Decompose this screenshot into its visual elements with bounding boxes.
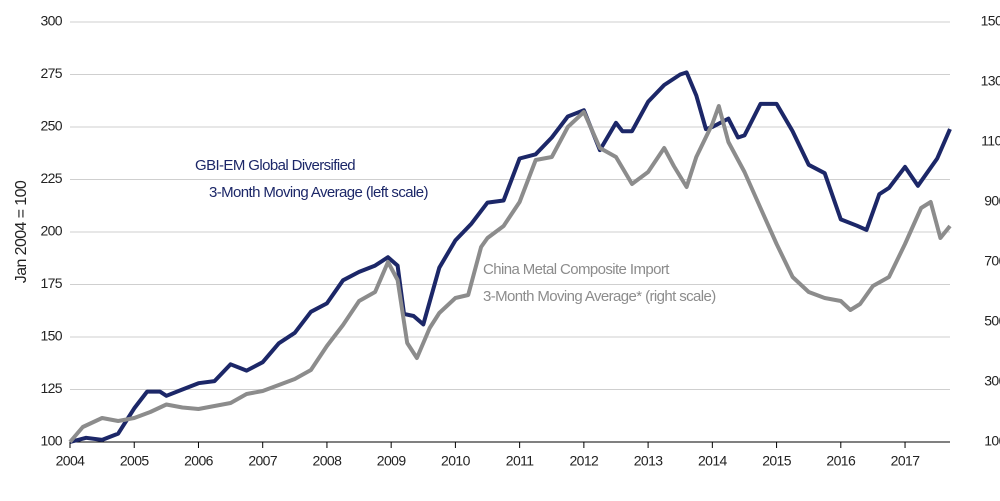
x-tick-label: 2014 [698,453,728,469]
y2-tick-label: 1100 [981,133,1000,149]
y2-tick-label: 900 [984,193,1000,209]
y-tick-label: 175 [40,275,62,291]
y-tick-label: 125 [40,380,62,396]
x-tick-label: 2005 [120,453,150,469]
y-tick-label: 150 [40,328,62,344]
x-tick-label: 2007 [248,453,278,469]
x-tick-label: 2017 [891,453,921,469]
y-tick-label: 200 [40,223,62,239]
y-tick-label: 250 [40,118,62,134]
x-tick-label: 2006 [184,453,214,469]
y2-tick-label: 500 [984,313,1000,329]
x-tick-label: 2009 [377,453,407,469]
y-tick-label: 225 [40,170,62,186]
x-tick-label: 2011 [506,453,535,469]
series-label: China Metal Composite Import [483,261,670,278]
y2-tick-label: 300 [984,373,1000,389]
y-tick-label: 300 [40,13,62,29]
y-tick-label: 100 [40,433,62,449]
series-label: GBI-EM Global Diversified [195,157,355,174]
series-label: 3-Month Moving Average (left scale) [209,184,428,201]
x-tick-label: 2015 [762,453,792,469]
y2-tick-label: 1500 [981,13,1000,29]
y2-tick-label: 100 [984,433,1000,449]
series-label: 3-Month Moving Average* (right scale) [483,288,716,305]
y2-tick-label: 1300 [981,73,1000,89]
y-tick-label: 275 [40,65,62,81]
x-tick-label: 2004 [56,453,86,469]
series-line [68,104,952,444]
y2-tick-label: 700 [984,253,1000,269]
x-tick-label: 2008 [313,453,343,469]
x-tick-label: 2012 [569,453,599,469]
x-tick-label: 2016 [826,453,856,469]
x-tick-label: 2010 [441,453,471,469]
x-tick-label: 2013 [634,453,664,469]
y-axis-label: Jan 2004 = 100 [13,180,30,283]
series-line [69,70,952,444]
